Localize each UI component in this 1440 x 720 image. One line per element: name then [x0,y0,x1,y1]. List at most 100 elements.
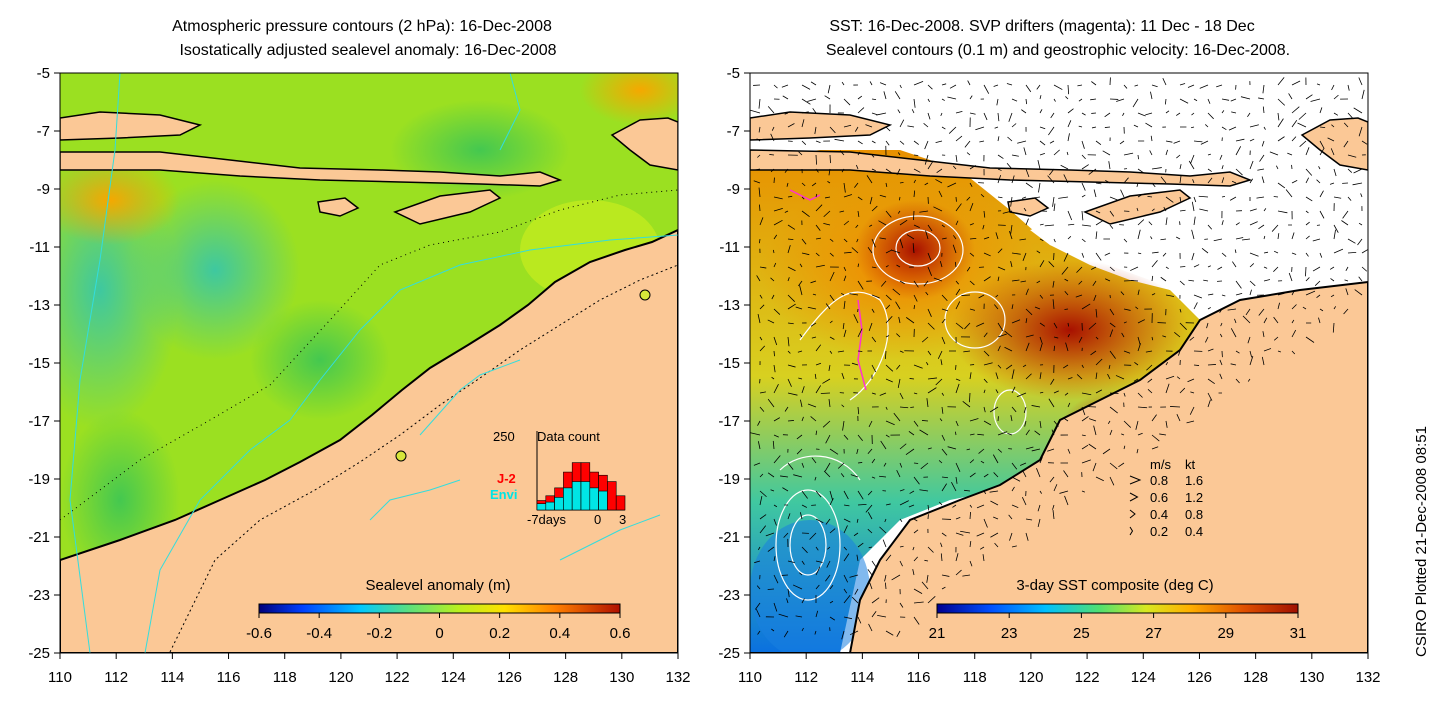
velocity-arrow [1291,106,1300,114]
velocity-arrow [1011,154,1019,157]
velocity-arrow [843,546,847,551]
velocity-arrow [856,518,859,523]
velocity-arrow [1259,154,1265,162]
left-xtick-label: 114 [160,669,184,686]
velocity-arrow [926,574,929,583]
velocity-arrow [910,406,915,408]
velocity-arrow [1333,306,1337,310]
velocity-arrow [1151,336,1154,341]
velocity-arrow [787,238,794,241]
velocity-arrow [1330,294,1335,298]
velocity-arrow [1179,83,1186,86]
left-xtick-label: 118 [273,669,297,686]
velocity-arrow [955,476,958,484]
left-colorbar-gradient [258,603,621,614]
velocity-arrow [1277,112,1280,121]
velocity-arrow [941,224,945,228]
velocity-arrow [941,294,948,302]
velocity-arrow [857,95,863,100]
velocity-arrow [1081,252,1085,258]
velocity-arrow [1291,291,1295,296]
right-colorbar-label: 3-day SST composite (deg C) [1016,577,1213,594]
velocity-arrow [1247,112,1251,118]
velocity-arrow [815,546,819,551]
velocity-arrow [810,416,817,422]
velocity-arrow [798,151,803,156]
left-xtick-label: 130 [609,669,634,686]
velocity-arrow [921,581,929,590]
velocity-arrow [1305,336,1315,343]
velocity-arrow [829,350,833,354]
left-xtick-label: 128 [553,669,578,686]
velocity-arrow [871,560,878,569]
velocity-arrow [869,224,873,227]
velocity-arrow [913,616,920,625]
velocity-arrow [795,306,803,310]
velocity-arrow [1263,126,1266,130]
bathymetry-contour-inland [559,514,661,561]
velocity-arrow [1065,342,1069,352]
velocity-arrow [989,490,999,493]
velocity-arrow [1081,392,1092,396]
velocity-arrow [1271,224,1279,232]
velocity-arrow [1104,252,1111,256]
velocity-arrow [885,140,890,146]
velocity-arrow [1261,356,1265,366]
velocity-arrow [759,473,764,478]
velocity-arrow [1203,279,1209,282]
velocity-arrow [1120,189,1125,198]
left-xtick-label: 112 [104,669,128,686]
velocity-arrow [879,194,887,198]
velocity-arrow [759,525,767,534]
velocity-arrow [927,447,932,450]
velocity-arrow [1221,165,1224,170]
velocity-arrow [1078,98,1083,102]
velocity-arrow [778,613,789,618]
velocity-arrow [1136,207,1139,212]
velocity-arrow [767,319,775,324]
velocity-arrow [1249,160,1254,170]
velocity-arrow [1162,252,1167,257]
velocity-arrow [773,350,775,357]
velocity-arrow [954,431,957,436]
velocity-arrow [1061,266,1069,275]
velocity-arrow [938,460,943,464]
velocity-arrow [773,383,779,394]
velocity-arrow [997,112,1000,122]
velocity-arrow [829,238,834,242]
velocity-arrow [885,378,893,383]
velocity-arrow [1305,290,1316,296]
left-y-axis-ticks: -5 -7 -9 -11 -13 -15 -17 -19 -21 -23 -25 [28,65,60,662]
velocity-arrow [997,174,1002,184]
velocity-arrow [1257,168,1265,171]
velocity-arrow [983,236,990,240]
velocity-arrow [933,206,943,212]
velocity-arrow [955,553,959,562]
velocity-arrow [827,84,831,94]
velocity-arrow [825,518,831,525]
velocity-arrow [1025,518,1033,521]
velocity-arrow [885,294,892,301]
velocity-arrow [969,223,974,226]
velocity-arrow [1025,84,1032,93]
velocity-arrow [857,504,867,506]
velocity-arrow [1165,361,1169,366]
velocity-arrow [857,490,864,500]
sla-low-mid [250,300,390,420]
velocity-arrow [995,372,999,380]
velocity-arrow [787,277,790,282]
velocity-legend-kt: 1.6 [1185,473,1203,488]
velocity-arrow [1277,233,1280,240]
velocity-arrow [815,193,818,198]
velocity-arrow [1039,391,1044,394]
velocity-arrow [1232,261,1237,268]
velocity-arrow [1164,98,1167,105]
velocity-arrow [759,217,764,226]
velocity-arrow [1190,154,1195,164]
velocity-arrow [1221,220,1224,226]
velocity-arrow [1179,98,1189,104]
velocity-arrow [877,615,887,618]
velocity-arrow [969,560,973,567]
velocity-arrow [1011,406,1017,413]
sealevel-contours [775,215,1027,601]
